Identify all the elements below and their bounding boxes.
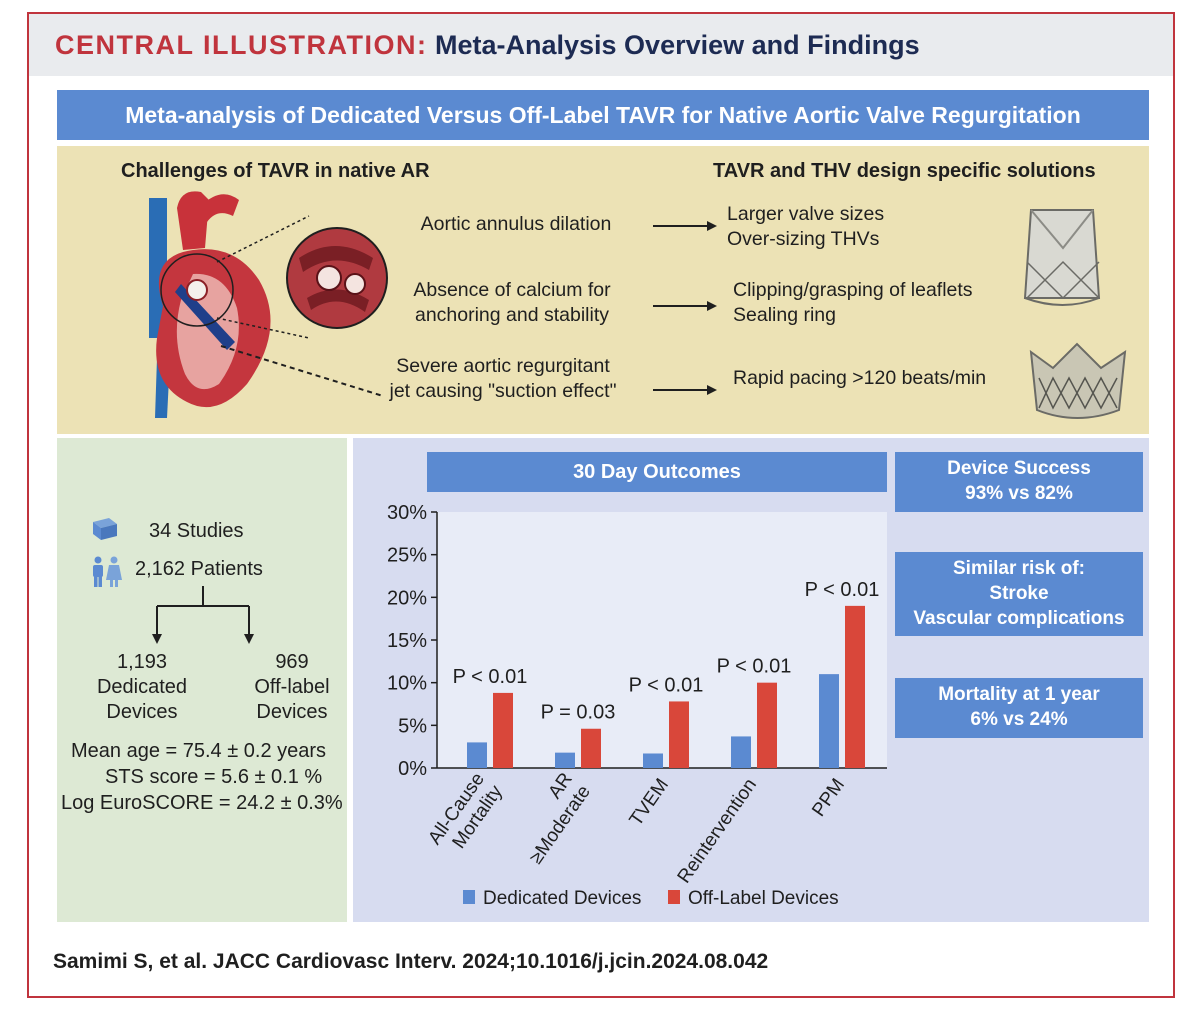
- offlabel-label: Off-label: [254, 676, 330, 698]
- challenges-heading: Challenges of TAVR in native AR: [121, 160, 430, 182]
- dedicated-label: Devices: [106, 701, 178, 723]
- bar-dedicated: [555, 752, 575, 768]
- y-tick-label: 25%: [387, 545, 427, 567]
- solution-line: Over-sizing THVs: [727, 228, 880, 250]
- sts-score: STS score = 5.6 ± 0.1 %: [105, 766, 323, 788]
- y-tick-label: 20%: [387, 587, 427, 609]
- stats-panel: 34 Studies 2,162 Patients 1,193 Dedicate…: [57, 438, 347, 922]
- mortality-title: Mortality at 1 year: [938, 684, 1100, 705]
- challenge-line: Aortic annulus dilation: [420, 213, 612, 235]
- y-tick-label: 5%: [398, 715, 427, 737]
- challenge-line: anchoring and stability: [414, 304, 610, 326]
- p-value-label: P < 0.01: [629, 674, 704, 696]
- patients-count: 2,162 Patients: [135, 558, 263, 580]
- patients-icon: [93, 556, 122, 587]
- mortality-box: Mortality at 1 year 6% vs 24%: [895, 678, 1143, 738]
- bar-offlabel: [669, 701, 689, 768]
- x-tick-label: PPM: [808, 775, 849, 821]
- bar-dedicated: [643, 753, 663, 768]
- bar-dedicated: [819, 674, 839, 768]
- p-value-label: P < 0.01: [805, 579, 880, 601]
- offlabel-group: 969 Off-label Devices: [237, 650, 347, 725]
- study-banner: Meta-analysis of Dedicated Versus Off-La…: [57, 90, 1149, 140]
- device-success-title: Device Success: [947, 458, 1091, 479]
- solution-line: Clipping/grasping of leaflets: [733, 279, 973, 301]
- x-tick-label: TVEM: [626, 775, 673, 830]
- similar-risk-title: Similar risk of:: [953, 558, 1085, 579]
- outcomes-chart: 0% 5% 10% 15% 20% 25% 30% P < 0.01 All-CauseMort…: [387, 502, 887, 909]
- chart-title: 30 Day Outcomes: [427, 452, 887, 492]
- legend-label: Dedicated Devices: [483, 888, 641, 909]
- legend-swatch: [463, 890, 475, 904]
- solution-line: Rapid pacing >120 beats/min: [733, 367, 987, 389]
- studies-count: 34 Studies: [149, 520, 244, 542]
- bar-dedicated: [467, 742, 487, 768]
- bar-offlabel: [581, 728, 601, 768]
- device-success-value: 93% vs 82%: [965, 483, 1073, 504]
- x-tick-label: AR≥Moderate: [508, 769, 595, 868]
- mean-age: Mean age = 75.4 ± 0.2 years: [71, 740, 327, 762]
- solution-rapid-pacing: Rapid pacing >120 beats/min: [733, 366, 986, 391]
- challenge-regurgitant-jet: Severe aortic regurgitant jet causing "s…: [363, 354, 643, 404]
- split-tree-icon: [152, 586, 254, 644]
- similar-risk-item: Vascular complications: [913, 608, 1125, 629]
- similar-risk-item: Stroke: [989, 583, 1049, 604]
- similar-risk-box: Similar risk of: Stroke Vascular complic…: [895, 552, 1143, 636]
- legend-swatch: [668, 890, 680, 904]
- valve-image-top: [1023, 209, 1101, 306]
- challenge-annulus: Aortic annulus dilation: [401, 212, 631, 237]
- bar-dedicated: [731, 736, 751, 768]
- euroscore: Log EuroSCORE = 24.2 ± 0.3%: [61, 792, 343, 814]
- device-success-box: Device Success 93% vs 82%: [895, 452, 1143, 512]
- p-value-label: P < 0.01: [453, 666, 528, 688]
- solution-clipping: Clipping/grasping of leaflets Sealing ri…: [733, 278, 973, 328]
- book-icon: [93, 518, 117, 540]
- arrow-right-icon: [653, 221, 717, 231]
- solution-valve-size: Larger valve sizes Over-sizing THVs: [727, 202, 884, 252]
- bar-offlabel: [493, 692, 513, 768]
- header-label: CENTRAL ILLUSTRATION:: [55, 30, 428, 60]
- y-tick-label: 0%: [398, 758, 427, 780]
- solution-line: Larger valve sizes: [727, 203, 885, 225]
- legend-label: Off-Label Devices: [688, 888, 839, 909]
- p-value-label: P < 0.01: [717, 656, 792, 678]
- p-value-label: P = 0.03: [541, 702, 616, 724]
- outcomes-panel: 30 Day Outcomes 0% 5% 10% 15% 20% 25% 30% P < 0…: [353, 438, 1149, 922]
- y-tick-label: 30%: [387, 502, 427, 524]
- heart-illustration: [149, 191, 388, 418]
- mortality-value: 6% vs 24%: [970, 709, 1068, 730]
- solutions-heading: TAVR and THV design specific solutions: [713, 160, 1096, 182]
- dedicated-count: 1,193: [116, 651, 168, 673]
- y-tick-label: 15%: [387, 630, 427, 652]
- offlabel-count: 969: [275, 651, 309, 673]
- challenge-line: Absence of calcium for: [413, 279, 611, 301]
- bar-offlabel: [757, 682, 777, 768]
- challenge-line: Severe aortic regurgitant: [396, 355, 610, 377]
- valve-image-bottom: [1029, 342, 1127, 419]
- page-title: CENTRAL ILLUSTRATION: Meta-Analysis Over…: [55, 30, 920, 61]
- arrow-right-icon: [653, 385, 717, 395]
- x-tick-label: Reintervention: [674, 775, 761, 887]
- y-tick-label: 10%: [387, 673, 427, 695]
- challenge-line: jet causing "suction effect": [389, 380, 617, 402]
- header-band: CENTRAL ILLUSTRATION: Meta-Analysis Over…: [29, 14, 1173, 76]
- x-tick-label: All-CauseMortality: [424, 769, 507, 862]
- dedicated-group: 1,193 Dedicated Devices: [87, 650, 197, 725]
- header-subtitle: Meta-Analysis Overview and Findings: [434, 30, 920, 60]
- challenges-panel: Challenges of TAVR in native AR TAVR and…: [57, 146, 1149, 434]
- arrow-right-icon: [653, 301, 717, 311]
- challenge-calcium: Absence of calcium for anchoring and sta…: [387, 278, 637, 328]
- citation: Samimi S, et al. JACC Cardiovasc Interv.…: [53, 950, 769, 973]
- solution-line: Sealing ring: [733, 304, 836, 326]
- arrows-group: [653, 221, 717, 395]
- illustration-frame: CENTRAL ILLUSTRATION: Meta-Analysis Over…: [27, 12, 1175, 998]
- bar-offlabel: [845, 605, 865, 768]
- dedicated-label: Dedicated: [96, 676, 188, 698]
- offlabel-label: Devices: [256, 701, 328, 723]
